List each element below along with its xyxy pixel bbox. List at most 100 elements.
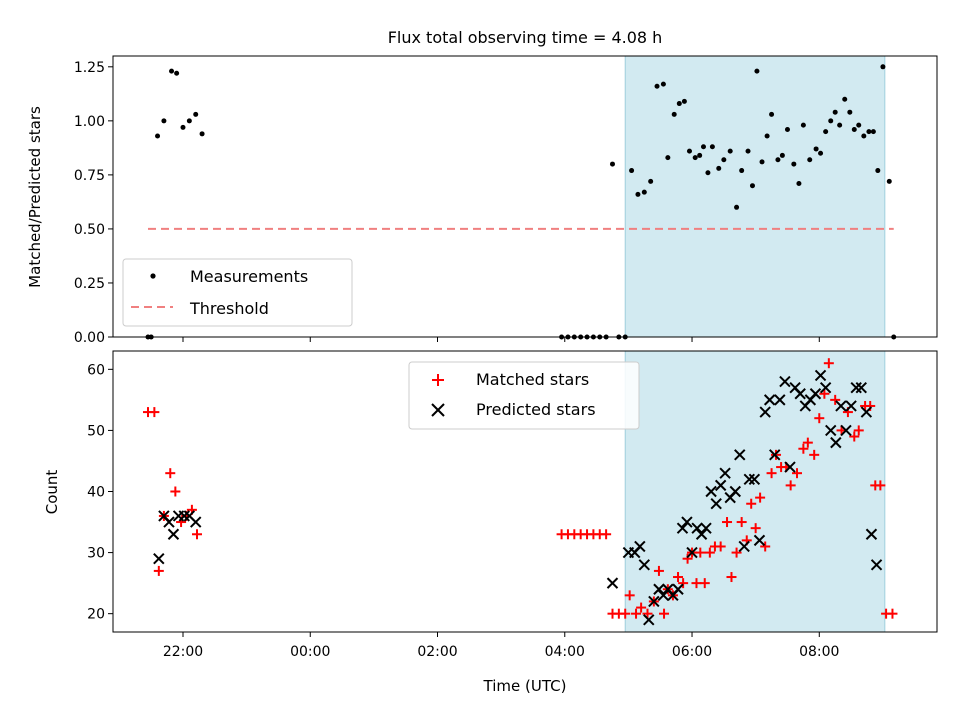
measurement-point (199, 131, 205, 137)
matched-star-point (631, 608, 642, 619)
predicted-star-point (769, 449, 781, 461)
measurement-point (727, 148, 733, 154)
predicted-star-point (653, 583, 665, 595)
bottom-legend-box (408, 361, 640, 430)
measurement-point (754, 68, 760, 74)
bottom-y-axis-label: Count (43, 470, 61, 515)
matched-star-point (802, 437, 813, 448)
predicted-star-point (753, 534, 766, 547)
predicted-star-point (153, 552, 165, 565)
measurement-point (818, 150, 824, 156)
measurement-point (828, 118, 834, 124)
chart-title: Flux total observing time = 4.08 h (388, 28, 663, 47)
measurements-legend-marker (150, 273, 156, 279)
measurement-point (700, 144, 706, 150)
predicted-star-point (840, 424, 852, 437)
matched-star-point (849, 431, 860, 442)
measurement-point (745, 148, 751, 154)
predicted-star-point (865, 528, 878, 540)
measurement-point (654, 83, 660, 89)
predicted-star-point (190, 516, 202, 528)
bottom-x-ticks: 22:00 00:00 02:00 04:00 06:00 08:00 (163, 632, 839, 660)
matched-star-point (736, 517, 747, 528)
matched-star-point (875, 480, 886, 491)
predicted-star-point (779, 375, 791, 388)
threshold-legend-label: Threshold (189, 299, 269, 318)
top-legend-box (122, 258, 353, 327)
bottom-legend: Matched stars Predicted stars (408, 361, 640, 430)
matched-star-point (798, 443, 809, 454)
x-tick-label: 02:00 (417, 644, 457, 660)
top-legend: Measurements Threshold (122, 258, 353, 327)
matched-star-point (636, 602, 647, 613)
matched-star-point (819, 388, 830, 399)
predicted-star-point (870, 559, 883, 571)
predicted-star-point (606, 577, 619, 589)
matched-star-point (755, 492, 766, 503)
y-tick-label: 0.00 (74, 330, 105, 346)
measurement-point (875, 168, 881, 174)
measurement-point (759, 159, 765, 165)
measurement-point (739, 168, 745, 174)
predicted-star-point (748, 473, 761, 485)
y-tick-label: 1.00 (74, 114, 105, 130)
matched-star-point (830, 394, 841, 405)
matched-star-point (695, 547, 706, 558)
matched-star-point (704, 547, 715, 558)
top-y-ticks: 0.00 0.25 0.50 0.75 1.00 1.25 (74, 60, 113, 346)
measurement-point (866, 129, 872, 135)
predicted-star-point (729, 485, 742, 498)
bottom-panel: 20 30 40 50 60 22:00 00:00 02:00 04:00 06:00 08:0… (43, 350, 938, 695)
matched-star-point (887, 608, 898, 619)
predicted-star-point (714, 479, 727, 492)
measurement-point (870, 129, 876, 135)
measurement-point (796, 181, 802, 187)
predicted-star-point (784, 461, 796, 473)
predicted-star-point (830, 436, 842, 449)
measurement-point (716, 165, 722, 171)
measurement-point (629, 168, 635, 174)
measurement-point (749, 183, 755, 189)
x-tick-label: 04:00 (545, 644, 585, 660)
matched-star-point (678, 578, 689, 589)
matched-star-point (624, 590, 635, 601)
measurement-point (648, 178, 654, 184)
measurement-point (779, 152, 785, 158)
measurement-point (180, 124, 186, 130)
matched-star-point (165, 468, 176, 479)
matched-star-point (792, 468, 803, 479)
predicted-star-point (855, 381, 867, 394)
measurement-point (851, 126, 857, 132)
measurement-point (193, 111, 199, 117)
matched-star-point (814, 413, 825, 424)
predicted-star-point (686, 546, 698, 559)
predicted-star-point (819, 381, 832, 394)
top-y-axis-label: Matched/Predicted stars (26, 106, 44, 288)
matched-star-point (853, 425, 864, 436)
x-tick-label: 08:00 (799, 644, 839, 660)
predicted-star-point (167, 528, 180, 540)
predicted-star-point (738, 540, 750, 553)
matched-star-point (620, 608, 631, 619)
matched-star-point (731, 547, 742, 558)
predicted-star-point (178, 510, 190, 522)
predicted-star-point (734, 449, 746, 461)
predicted-star-point (759, 406, 771, 418)
measurement-point (174, 70, 180, 76)
y-tick-label: 0.50 (74, 222, 105, 238)
y-tick-label: 20 (87, 607, 105, 623)
measurement-point (169, 68, 175, 74)
measurement-point (800, 122, 806, 128)
matched-star-point (642, 608, 653, 619)
measurement-point (155, 133, 161, 139)
predicted-star-point (163, 516, 175, 528)
measurement-point (676, 101, 682, 107)
matched-star-point (153, 565, 164, 576)
measurement-point (769, 111, 775, 117)
y-tick-label: 60 (87, 362, 105, 378)
measurement-point (847, 109, 853, 115)
predicted-stars-legend-marker (431, 403, 445, 417)
measurement-point (665, 155, 671, 161)
matched-star-point (699, 578, 710, 589)
